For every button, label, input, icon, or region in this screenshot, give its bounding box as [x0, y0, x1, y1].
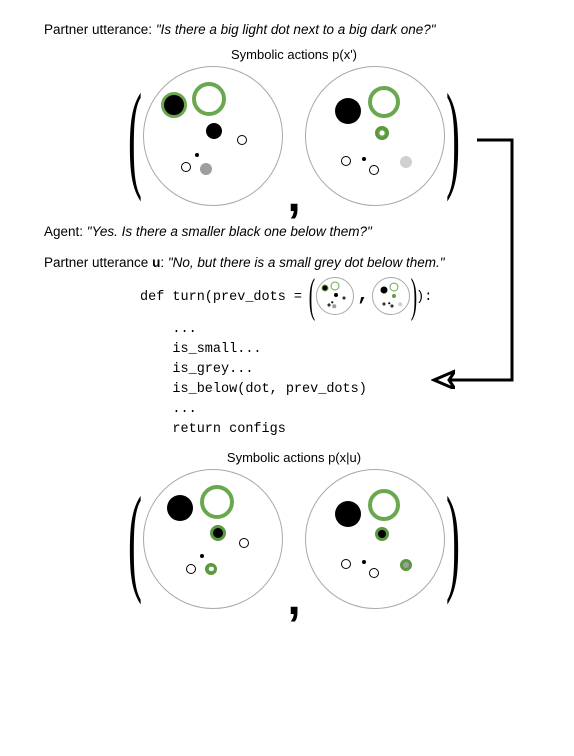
dot [192, 82, 226, 116]
dot [391, 305, 394, 308]
dot [331, 282, 340, 291]
dot [335, 501, 361, 527]
cluster-bottom-right [305, 469, 445, 609]
dot [375, 126, 389, 140]
paren-open-icon: ( [128, 479, 142, 599]
dot [392, 294, 396, 298]
dot [181, 162, 191, 172]
dot [398, 302, 402, 306]
dot [368, 86, 400, 118]
agent-utterance: Agent: "Yes. Is there a smaller black on… [44, 224, 544, 239]
agent-prefix: Agent: [44, 224, 87, 239]
comma-icon: , [287, 196, 300, 206]
cluster-top-left [143, 66, 283, 206]
dot [322, 285, 329, 292]
code-line-3: is_small... [140, 340, 544, 360]
cluster-top-right [305, 66, 445, 206]
partner2-prefix: Partner utterance [44, 255, 152, 270]
dot [167, 495, 193, 521]
code-block: def turn(prev_dots = ( , ) ): ... is_sma… [140, 276, 544, 440]
code-l1a: def turn(prev_dots = [140, 288, 310, 308]
dot [195, 153, 199, 157]
dot [400, 156, 412, 168]
dot [343, 297, 346, 300]
dot [334, 293, 338, 297]
code-line-6: ... [140, 400, 544, 420]
label-pxu: Symbolic actions p(x|u) [44, 450, 544, 465]
code-line-2: ... [140, 320, 544, 340]
partner2-colon: : [160, 255, 168, 270]
dot [400, 559, 412, 571]
label-pxu-text: Symbolic actions p(x|u) [227, 450, 361, 465]
dot [237, 135, 247, 145]
dot [186, 564, 196, 574]
dot [362, 157, 366, 161]
dot [205, 563, 217, 575]
dot [200, 554, 204, 558]
code-l1b: ): [416, 288, 432, 308]
label-px: Symbolic actions p(x') [44, 47, 544, 62]
bottom-cluster-row: ( , ) [44, 469, 544, 609]
paren-close-icon: ) [446, 76, 460, 196]
mini-cluster: ( , ) [310, 272, 416, 320]
partner2-quote: "No, but there is a small grey dot below… [168, 255, 445, 270]
cluster-mini-right [372, 277, 410, 315]
dot [375, 527, 389, 541]
paren-open-icon: ( [309, 272, 315, 320]
paren-close-icon: ) [411, 272, 417, 320]
dot [388, 302, 390, 304]
dot [200, 485, 234, 519]
top-cluster-row: ( , ) [44, 66, 544, 206]
cluster-bottom-left [143, 469, 283, 609]
dot [341, 559, 351, 569]
dot [381, 287, 388, 294]
dot [335, 98, 361, 124]
dot [383, 303, 386, 306]
dot [200, 163, 212, 175]
agent-quote: "Yes. Is there a smaller black one below… [87, 224, 372, 239]
dot [331, 301, 333, 303]
paren-close-icon: ) [446, 479, 460, 599]
dot [332, 304, 336, 308]
code-line-5: is_below(dot, prev_dots) [140, 380, 544, 400]
dot [328, 304, 331, 307]
dot [362, 560, 366, 564]
cluster-mini-left [316, 277, 354, 315]
dot [161, 92, 187, 118]
partner1-quote: "Is there a big light dot next to a big … [156, 22, 436, 37]
dot [210, 525, 226, 541]
dot [369, 568, 379, 578]
dot [341, 156, 351, 166]
dot [369, 165, 379, 175]
dot [368, 489, 400, 521]
dot [239, 538, 249, 548]
comma-icon: , [287, 599, 300, 609]
partner-utterance-2: Partner utterance u: "No, but there is a… [44, 255, 544, 270]
code-line-7: return configs [140, 420, 544, 440]
comma-icon: , [357, 281, 369, 311]
partner-utterance-1: Partner utterance: "Is there a big light… [44, 22, 544, 37]
dot [390, 283, 399, 292]
partner1-prefix: Partner utterance: [44, 22, 156, 37]
code-line-4: is_grey... [140, 360, 544, 380]
paren-open-icon: ( [128, 76, 142, 196]
dot [206, 123, 222, 139]
label-px-text: Symbolic actions p(x') [231, 47, 357, 62]
code-line-1: def turn(prev_dots = ( , ) ): [140, 276, 544, 320]
